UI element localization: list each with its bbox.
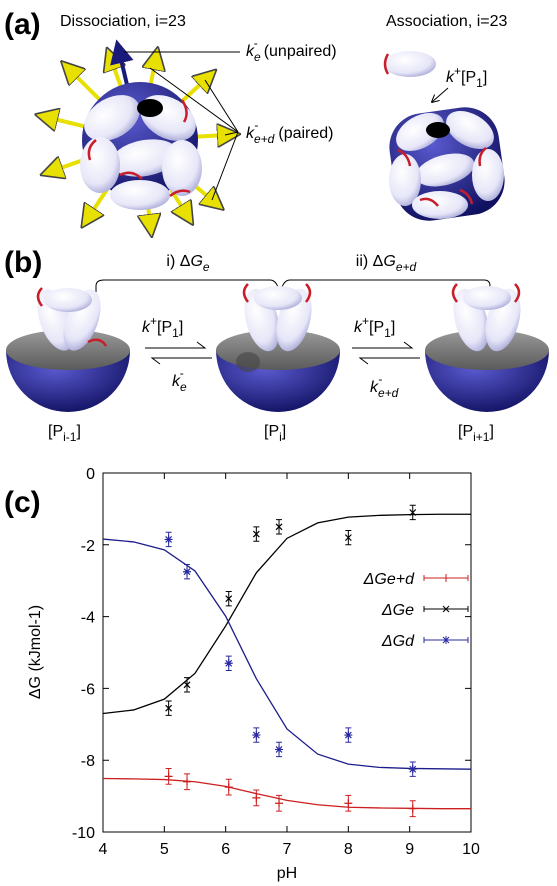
rate-label: ke- — [172, 366, 187, 394]
fit-curve — [103, 514, 471, 713]
data-point — [225, 659, 233, 667]
y-tick-label: 0 — [86, 466, 95, 483]
step-label: i) ΔGe — [166, 253, 209, 274]
state-label: [Pi+1] — [458, 423, 494, 444]
data-point — [275, 799, 283, 807]
dissociation-title: Dissociation, i=23 — [60, 13, 186, 30]
open: [P — [458, 423, 473, 440]
close: ] — [76, 423, 80, 440]
x-axis-label: pH — [277, 865, 297, 882]
open: [P — [369, 319, 384, 336]
rate-label: k+[P1] — [446, 64, 487, 90]
data-point — [344, 799, 352, 807]
sub: e+d — [254, 132, 275, 146]
sub: i+1 — [473, 430, 490, 444]
open: [P — [461, 69, 476, 86]
monomer — [384, 51, 436, 77]
panel-label: (a) — [4, 8, 41, 41]
sup: + — [362, 314, 369, 328]
rate-label: k+[P1] — [142, 314, 183, 340]
sup: + — [454, 64, 461, 78]
data-point — [183, 568, 191, 576]
y-tick-label: -4 — [81, 610, 95, 627]
y-tick-label: -8 — [81, 753, 95, 770]
unpaired-label: ke-(unpaired) — [246, 36, 337, 64]
prefix: i) Δ — [166, 253, 190, 270]
x-tick-label: 9 — [405, 841, 414, 858]
sub: e+d — [396, 260, 417, 274]
association-title: Association, i=23 — [386, 13, 508, 30]
open: [P — [264, 423, 279, 440]
rate-label: ke+d- — [370, 372, 399, 400]
legend-label: ΔGd — [381, 633, 415, 650]
close: ] — [282, 423, 286, 440]
associating-cluster — [385, 103, 509, 225]
prefix: ii) Δ — [356, 253, 384, 270]
data-point — [165, 535, 173, 543]
close: ] — [179, 319, 183, 336]
data-point — [252, 731, 260, 739]
sup: - — [180, 366, 184, 380]
open: [P — [157, 319, 172, 336]
symbol: G — [383, 253, 395, 270]
close: ] — [391, 319, 395, 336]
figure: (a) Dissociation, i=23 Association, i=23… — [0, 0, 557, 886]
sub: e+d — [378, 386, 399, 400]
dissociating-cluster — [50, 55, 225, 222]
state-label: [Pi-1] — [48, 423, 81, 444]
micelles — [6, 284, 549, 412]
y-tick-label: -6 — [81, 681, 95, 698]
sup: + — [150, 314, 157, 328]
close: ] — [483, 69, 487, 86]
text: (paired) — [278, 125, 333, 142]
data-point — [252, 794, 260, 802]
symbol: G — [190, 253, 202, 270]
y-axis-label: ΔG (kJmol-1) — [27, 605, 44, 699]
sub: e — [203, 260, 210, 274]
sub: e — [254, 50, 261, 64]
data-point — [225, 783, 233, 791]
data-point — [409, 805, 417, 813]
data-point — [183, 778, 191, 786]
legend-label: ΔGe — [381, 602, 414, 619]
x-tick-label: 4 — [99, 841, 108, 858]
arrow — [432, 88, 448, 102]
equilibrium-arrow — [145, 342, 212, 364]
y-tick-label: -10 — [72, 825, 95, 842]
data-point — [409, 765, 417, 773]
panel-label: (b) — [4, 246, 42, 279]
legend-marker — [424, 636, 468, 644]
x-tick-label: 5 — [160, 841, 169, 858]
legend-marker — [424, 574, 468, 582]
x-tick-label: 7 — [283, 841, 292, 858]
sup: - — [254, 36, 258, 50]
legend-label: ΔGe+d — [363, 571, 415, 588]
legend-marker — [424, 606, 468, 612]
rate-label: k+[P1] — [354, 314, 395, 340]
step-label: ii) ΔGe+d — [356, 253, 417, 274]
fit-curve — [103, 539, 471, 769]
data-point — [344, 731, 352, 739]
text: (unpaired) — [264, 43, 337, 60]
fit-curve — [103, 779, 471, 809]
y-tick-label: -2 — [81, 538, 95, 555]
sub: i-1 — [63, 430, 77, 444]
sup: - — [378, 372, 382, 386]
x-tick-label: 8 — [344, 841, 353, 858]
x-tick-label: 6 — [221, 841, 230, 858]
panel-label: (c) — [4, 486, 41, 519]
equilibrium-arrow — [352, 342, 420, 364]
open: [P — [48, 423, 63, 440]
x-tick-label: 10 — [462, 841, 480, 858]
plot-frame — [103, 473, 471, 832]
close: ] — [489, 423, 493, 440]
sub: e — [180, 380, 187, 394]
page: (a) Dissociation, i=23 Association, i=23… — [0, 0, 557, 886]
state-label: [Pi] — [264, 423, 286, 444]
data-point — [275, 745, 283, 753]
paired-label: ke+d-(paired) — [246, 118, 334, 146]
sup: - — [254, 118, 258, 132]
